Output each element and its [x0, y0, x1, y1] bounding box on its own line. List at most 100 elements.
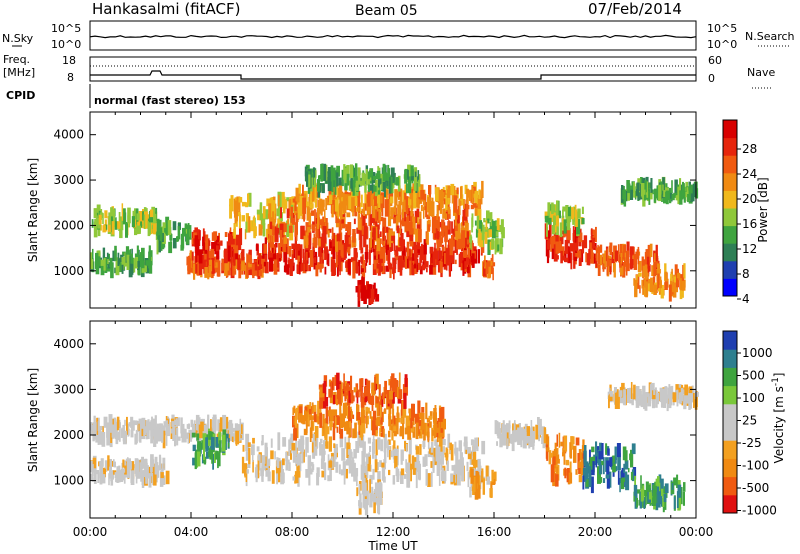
velocity-cell [427, 473, 431, 487]
power-cell [400, 219, 402, 236]
velocity-cell [359, 435, 363, 448]
power-cell [271, 200, 276, 214]
freq-unit-label: [MHz] [3, 66, 35, 79]
velocity-cell [226, 421, 230, 436]
power-cell [331, 260, 336, 276]
power-cell [576, 238, 579, 252]
power-cell [633, 181, 635, 198]
power-cell [445, 248, 450, 266]
power-cell [278, 243, 281, 255]
velocity-cell [591, 446, 595, 453]
power-cell [563, 219, 567, 234]
power-cell [345, 173, 350, 181]
power-cell [315, 251, 318, 262]
velocity-cell [378, 384, 381, 400]
power-cell [671, 194, 675, 201]
velocity-cell [450, 444, 454, 461]
power-cell [351, 185, 353, 192]
velocity-cell [624, 450, 628, 462]
power-colorbar-cell [723, 172, 737, 191]
velocity-cell [390, 450, 393, 458]
power-cell [269, 212, 272, 227]
velocity-cell [652, 489, 656, 506]
velocity-cell [573, 445, 577, 463]
power-cell [441, 190, 444, 208]
velocity-cell [328, 379, 332, 387]
power-cell [451, 221, 453, 234]
velocity-cell [388, 447, 391, 460]
velocity-cell [406, 472, 410, 488]
velocity-cell [333, 409, 338, 416]
velocity-cell [588, 473, 592, 488]
velocity-cell [357, 389, 360, 398]
power-cell [409, 188, 412, 200]
power-cell [297, 255, 300, 265]
power-cell [335, 250, 338, 268]
velocity-cell [492, 479, 496, 485]
power-cell [622, 251, 625, 260]
velocity-cell [432, 457, 435, 471]
power-cell [491, 220, 496, 239]
power-cell [567, 246, 571, 264]
power-cell [436, 205, 439, 220]
velocity-cell [595, 441, 598, 457]
velocity-cell [526, 428, 529, 444]
power-cell [458, 223, 461, 240]
power-cell [456, 187, 459, 195]
velocity-cell [303, 428, 308, 436]
velocity-cell [374, 455, 377, 463]
power-cell [357, 193, 361, 207]
power-cell [147, 221, 151, 237]
velocity-cell [359, 378, 363, 392]
power-cell [409, 231, 413, 241]
velocity-cell [578, 449, 582, 453]
velocity-cell [612, 455, 615, 463]
power-cell [260, 260, 264, 278]
power-cell [114, 267, 117, 274]
power-cell [226, 241, 229, 254]
velocity-cell [603, 478, 606, 483]
power-cell [413, 190, 417, 209]
velocity-cell [383, 433, 387, 449]
power-cell [331, 175, 334, 192]
velocity-cell [219, 417, 223, 432]
velocity-cell [477, 481, 481, 499]
velocity-cell [456, 467, 459, 475]
power-cell [554, 216, 556, 226]
power-cell [263, 244, 268, 254]
velocity-cell [376, 416, 381, 426]
velocity-cell [399, 426, 403, 437]
power-cell [387, 250, 391, 265]
power-cell [90, 252, 94, 270]
velocity-cell [365, 490, 369, 506]
velocity-cell [230, 433, 235, 438]
power-cell [346, 179, 350, 186]
power-cell [373, 185, 377, 192]
velocity-cell [319, 387, 323, 398]
velocity-cell [96, 417, 99, 435]
velocity-cell [341, 382, 343, 392]
power-cell [565, 206, 568, 219]
velocity-cell [321, 470, 325, 478]
velocity-cell [623, 389, 626, 406]
velocity-cell [406, 462, 410, 480]
power-cell [658, 284, 660, 292]
y-tick-label: 3000 [53, 173, 84, 187]
velocity-cell [371, 382, 375, 391]
power-cell [280, 230, 283, 247]
power-cell [102, 247, 106, 260]
velocity-cell [248, 447, 251, 465]
power-cell [648, 182, 651, 189]
power-cell [423, 193, 427, 205]
power-cell [641, 256, 644, 271]
power-cell [156, 222, 161, 240]
power-cell [439, 256, 442, 265]
power-cell [657, 272, 660, 289]
power-cell [499, 239, 502, 253]
power-cell [572, 226, 575, 243]
power-cell [321, 202, 325, 212]
power-cell [238, 202, 241, 213]
power-cell [246, 253, 248, 268]
velocity-cell [644, 393, 648, 411]
velocity-cell [343, 373, 345, 392]
